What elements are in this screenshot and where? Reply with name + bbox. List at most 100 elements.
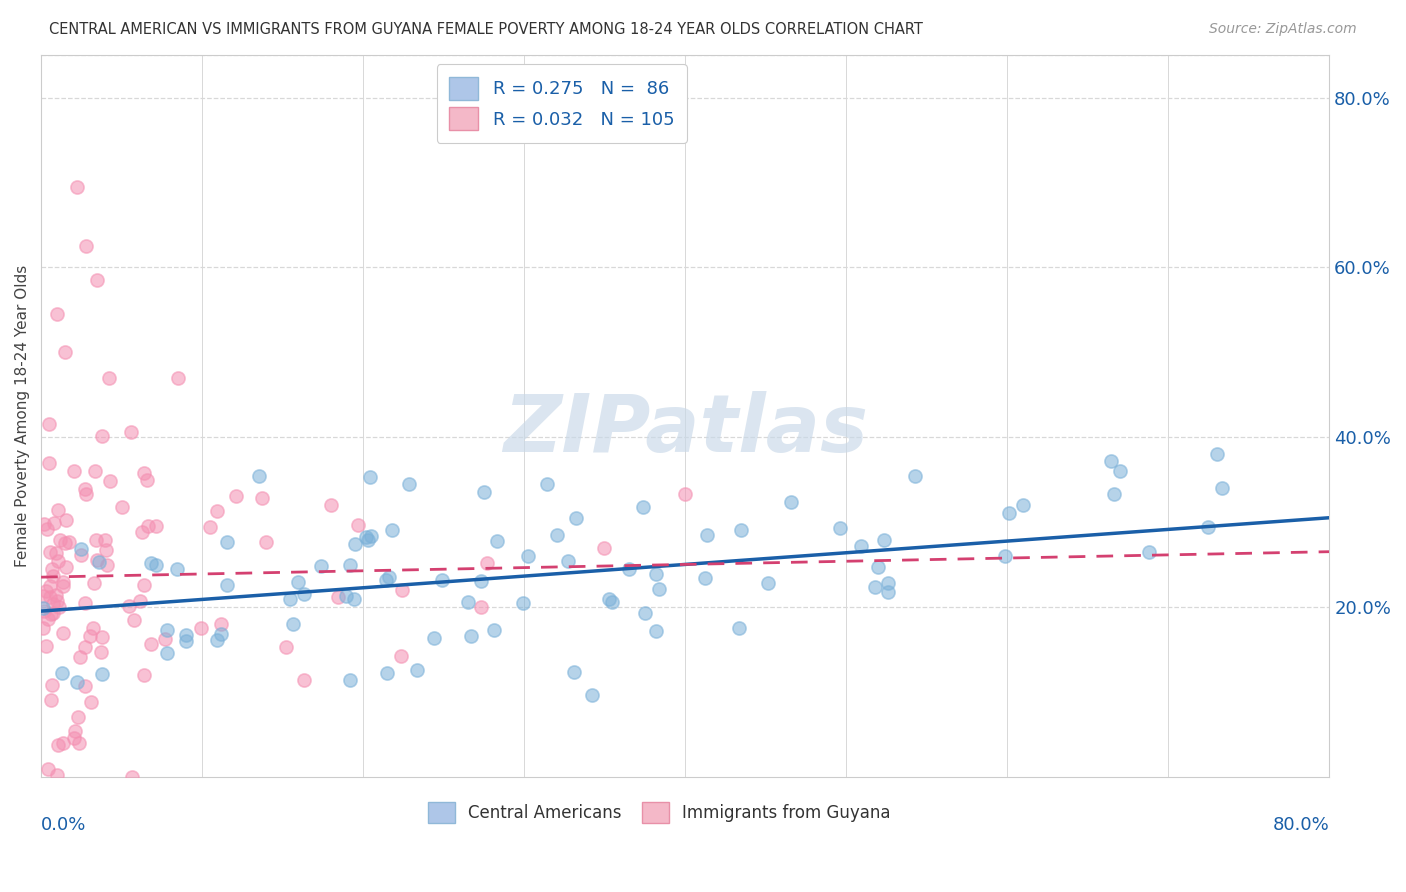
Point	[129, 593, 152, 607]
Point	[84, 464, 107, 478]
Point	[118, 599, 141, 613]
Point	[1102, 487, 1125, 501]
Text: 0.0%: 0.0%	[41, 816, 87, 834]
Point	[335, 589, 357, 603]
Point	[1211, 481, 1233, 495]
Point	[209, 627, 232, 641]
Point	[91, 429, 114, 443]
Point	[96, 558, 118, 572]
Point	[512, 596, 534, 610]
Point	[209, 616, 232, 631]
Point	[89, 645, 111, 659]
Point	[48, 600, 70, 615]
Point	[873, 533, 896, 547]
Point	[470, 574, 492, 588]
Point	[546, 528, 568, 542]
Point	[430, 574, 453, 588]
Point	[849, 539, 872, 553]
Point	[48, 503, 70, 517]
Point	[565, 511, 588, 525]
Point	[153, 632, 176, 646]
Point	[45, 768, 67, 782]
Text: CENTRAL AMERICAN VS IMMIGRANTS FROM GUYANA FEMALE POVERTY AMONG 18-24 YEAR OLDS : CENTRAL AMERICAN VS IMMIGRANTS FROM GUYA…	[49, 22, 924, 37]
Point	[87, 555, 110, 569]
Point	[634, 606, 657, 620]
Point	[250, 491, 273, 505]
Point	[31, 601, 53, 615]
Point	[756, 575, 779, 590]
Point	[51, 575, 73, 590]
Point	[37, 762, 59, 776]
Point	[65, 724, 87, 739]
Point	[281, 616, 304, 631]
Point	[75, 596, 97, 610]
Point	[83, 576, 105, 591]
Point	[136, 519, 159, 533]
Point	[39, 607, 62, 622]
Point	[35, 584, 58, 599]
Point	[75, 679, 97, 693]
Point	[484, 623, 506, 637]
Point	[326, 590, 349, 604]
Point	[39, 579, 62, 593]
Point	[344, 537, 367, 551]
Point	[46, 738, 69, 752]
Point	[66, 675, 89, 690]
Point	[41, 562, 63, 576]
Text: Source: ZipAtlas.com: Source: ZipAtlas.com	[1209, 22, 1357, 37]
Point	[343, 592, 366, 607]
Point	[375, 573, 398, 587]
Point	[45, 546, 67, 560]
Point	[254, 534, 277, 549]
Point	[877, 576, 900, 591]
Point	[998, 506, 1021, 520]
Point	[190, 621, 212, 635]
Point	[470, 600, 492, 615]
Point	[904, 468, 927, 483]
Point	[94, 533, 117, 547]
Point	[406, 663, 429, 677]
Point	[38, 590, 60, 604]
Text: ZIPatlas: ZIPatlas	[503, 392, 868, 469]
Point	[73, 482, 96, 496]
Point	[31, 589, 53, 603]
Point	[693, 571, 716, 585]
Point	[278, 592, 301, 607]
Point	[45, 588, 67, 602]
Point	[79, 629, 101, 643]
Point	[139, 556, 162, 570]
Point	[205, 632, 228, 647]
Point	[389, 648, 412, 663]
Point	[132, 667, 155, 681]
Point	[86, 533, 108, 548]
Point	[38, 417, 60, 432]
Point	[34, 639, 56, 653]
Point	[581, 689, 603, 703]
Point	[1197, 520, 1219, 534]
Point	[67, 736, 90, 750]
Point	[1099, 454, 1122, 468]
Point	[80, 695, 103, 709]
Point	[645, 624, 668, 638]
Point	[35, 522, 58, 536]
Legend: Central Americans, Immigrants from Guyana: Central Americans, Immigrants from Guyan…	[422, 795, 897, 830]
Point	[423, 631, 446, 645]
Point	[347, 517, 370, 532]
Point	[536, 477, 558, 491]
Point	[49, 533, 72, 547]
Point	[994, 549, 1017, 564]
Point	[122, 614, 145, 628]
Point	[562, 665, 585, 679]
Point	[1137, 545, 1160, 559]
Point	[55, 560, 77, 574]
Point	[42, 597, 65, 611]
Point	[730, 523, 752, 537]
Point	[1012, 498, 1035, 512]
Point	[132, 466, 155, 480]
Point	[631, 500, 654, 514]
Point	[46, 594, 69, 608]
Point	[65, 179, 87, 194]
Point	[145, 519, 167, 533]
Point	[52, 625, 75, 640]
Point	[111, 500, 134, 514]
